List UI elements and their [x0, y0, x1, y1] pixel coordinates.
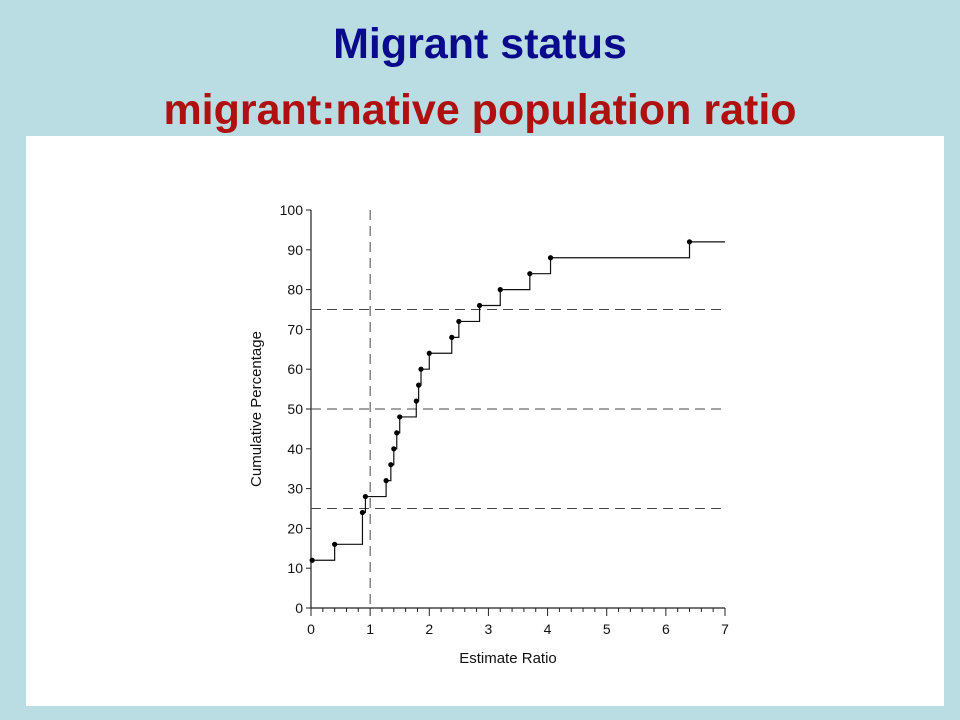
y-tick-label: 50 — [287, 401, 303, 417]
data-point — [394, 430, 400, 436]
data-point — [456, 318, 462, 325]
y-tick-label: 100 — [280, 202, 304, 218]
data-point — [449, 334, 455, 340]
data-points — [309, 239, 693, 563]
data-point — [362, 493, 369, 500]
step-series — [312, 241, 725, 561]
y-tick-label: 70 — [287, 321, 303, 337]
y-tick-label: 80 — [287, 282, 303, 298]
chart-panel: 0 10 20 30 40 50 60 70 80 90 100 0 1 2 3 4 5 6 7 Estimate … — [26, 136, 944, 706]
y-axis-title: Cumulative Percentage — [248, 331, 265, 487]
x-tick-label: 2 — [425, 621, 433, 637]
data-point — [391, 446, 397, 452]
data-point — [497, 287, 503, 293]
data-point — [388, 462, 394, 468]
axes: 0 10 20 30 40 50 60 70 80 90 100 0 1 2 3 4 5 6 7 — [280, 202, 729, 637]
data-point — [397, 414, 403, 420]
axis-labels: Estimate Ratio Cumulative Percentage — [248, 331, 557, 667]
y-tick-label: 30 — [287, 481, 303, 497]
x-tick-label: 7 — [721, 621, 729, 637]
data-point — [686, 239, 693, 245]
y-tick-label: 60 — [287, 361, 303, 377]
data-point — [418, 366, 424, 372]
data-point — [359, 509, 366, 516]
data-point — [476, 302, 483, 309]
cdf-step-chart: 0 10 20 30 40 50 60 70 80 90 100 0 1 2 3 4 5 6 7 Estimate … — [248, 202, 729, 667]
data-point — [332, 541, 338, 547]
x-tick-label: 5 — [603, 621, 611, 637]
y-tick-label: 0 — [295, 600, 303, 616]
x-tick-label: 6 — [662, 621, 670, 637]
y-tick-label: 40 — [287, 441, 303, 457]
x-tick-label: 3 — [485, 621, 493, 637]
data-point — [416, 382, 422, 388]
data-point — [547, 255, 554, 261]
y-tick-label: 90 — [287, 242, 303, 258]
x-axis-title: Estimate Ratio — [459, 650, 557, 667]
x-tick-label: 0 — [307, 621, 315, 637]
data-point — [413, 398, 419, 404]
y-tick-label: 10 — [287, 560, 303, 576]
slide-title: Migrant status — [333, 20, 627, 68]
data-point — [527, 271, 533, 277]
slide-subtitle: migrant:native population ratio — [163, 86, 797, 134]
x-tick-label: 4 — [544, 621, 552, 637]
step-line — [312, 241, 725, 561]
reference-lines — [311, 210, 725, 608]
data-point — [383, 478, 389, 484]
x-tick-label: 1 — [366, 621, 374, 637]
y-tick-label: 20 — [287, 520, 303, 536]
data-point — [309, 557, 315, 563]
data-point — [426, 350, 432, 356]
